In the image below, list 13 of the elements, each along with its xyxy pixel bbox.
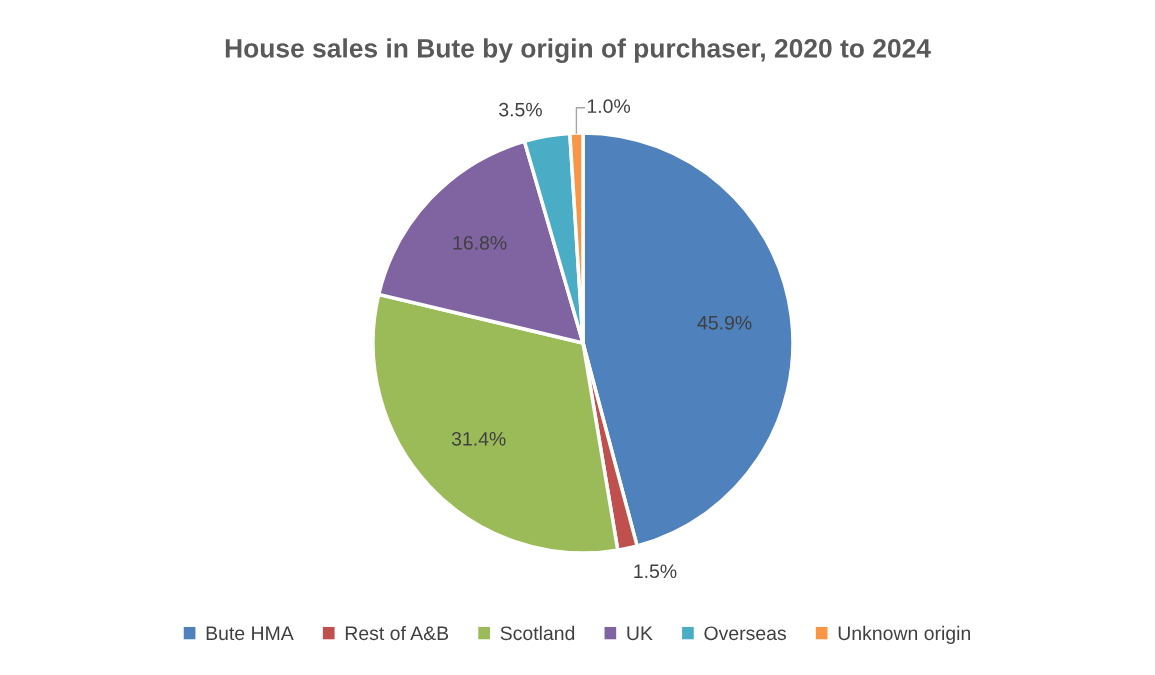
data-label: 16.8%: [453, 235, 507, 250]
data-label: 31.4%: [451, 431, 506, 446]
legend-label: Rest of A&B: [345, 625, 449, 641]
chart-title: House sales in Bute by origin of purchaser, 2020 to 2024: [225, 38, 931, 63]
data-label: 45.9%: [697, 315, 752, 330]
data-label: 1.0%: [587, 99, 631, 114]
legend-label: UK: [627, 626, 653, 641]
data-label: 3.5%: [499, 102, 542, 117]
legend-label: Scotland: [500, 625, 575, 641]
legend-label: Unknown origin: [838, 625, 970, 644]
legend-label: Overseas: [704, 626, 786, 641]
legend-label: Bute HMA: [206, 626, 294, 641]
data-label: 1.5%: [634, 564, 677, 579]
